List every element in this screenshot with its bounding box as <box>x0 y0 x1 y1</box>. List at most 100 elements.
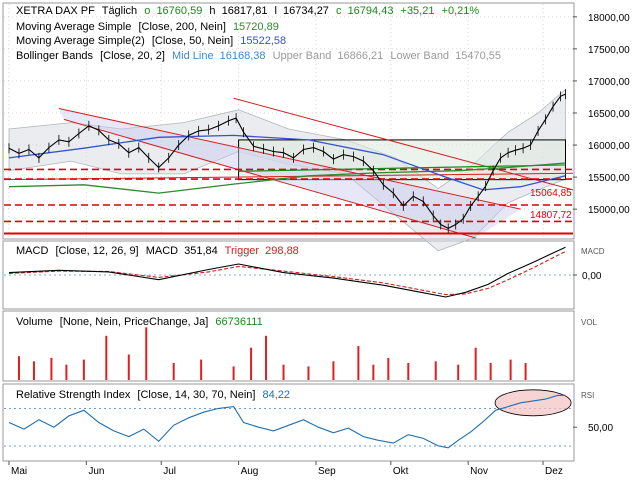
trend-channel-line-0 <box>58 108 521 210</box>
trigger-value: 298,88 <box>265 245 299 257</box>
volume-bar-7 <box>145 327 148 380</box>
sma200-label: Moving Average Simple <box>16 21 131 33</box>
bollinger-lower-label: Lower Band <box>390 50 449 62</box>
rsi-header: Relative Strength Index [Close, 14, 30, … <box>16 389 290 401</box>
box-green-line <box>238 164 566 172</box>
macd-value: 351,84 <box>184 245 218 257</box>
price-line <box>8 93 566 230</box>
sma50-value: 15522,58 <box>240 35 286 47</box>
macd-title: MACD <box>16 245 48 257</box>
support-label-14807: 14807,72 <box>530 210 572 221</box>
macd-params: [Close, 12, 26, 9] <box>55 245 138 257</box>
bollinger-upper-label: Upper Band <box>273 50 332 62</box>
volume-bar-21 <box>457 364 460 380</box>
volume-bar-11 <box>250 347 253 380</box>
volume-bar-12 <box>265 335 268 380</box>
sma200-line <box>8 162 566 194</box>
x-tick-label-jul: Jul <box>163 466 176 477</box>
volume-bar-18 <box>387 357 390 380</box>
volume-bar-0 <box>17 356 20 380</box>
sma200-value: 15720,89 <box>233 21 279 33</box>
rsi-axis-label: RSI <box>581 391 594 400</box>
open-value: 16760,59 <box>156 5 202 17</box>
volume-bar-20 <box>434 361 437 380</box>
price-y-tick-label-4: 16000,00 <box>588 141 630 152</box>
change-value: +35,21 <box>401 5 435 17</box>
volume-bar-9 <box>200 359 203 380</box>
axes: 18000,00 17500,00 17000,00 16500,00 16000,00… <box>8 13 630 477</box>
price-y-tick-label-1: 17500,00 <box>588 45 630 56</box>
rsi-line <box>8 394 566 449</box>
x-tick-label-jun: Jun <box>88 466 104 477</box>
open-label: o <box>144 5 150 17</box>
volume-header: Volume [None, Nein, PriceChange, Ja] 667… <box>16 316 263 328</box>
volume-bar-1 <box>32 361 35 380</box>
sma50-line <box>8 134 566 191</box>
macd-line <box>8 246 566 298</box>
x-tick-label-nov: Nov <box>470 466 488 477</box>
price-y-tick-label-3: 16500,00 <box>588 109 630 120</box>
support-label-15064: 15064,85 <box>530 188 572 199</box>
volume-bar-3 <box>65 364 68 380</box>
price-panel <box>3 4 574 252</box>
macd-value-label: MACD <box>146 245 178 257</box>
volume-bar-16 <box>357 346 360 380</box>
high-value: 16817,81 <box>222 5 268 17</box>
rsi-params: [Close, 14, 30, 70, Nein] <box>137 389 255 401</box>
sma200-legend: Moving Average Simple [Close, 200, Nein]… <box>16 21 279 33</box>
x-tick-label-dez: Dez <box>545 466 563 477</box>
x-tick-label-sep: Sep <box>318 466 336 477</box>
macd-header: MACD [Close, 12, 26, 9] MACD 351,84 Trig… <box>16 245 299 257</box>
macd-y-tick-label-0: 0,00 <box>582 271 602 282</box>
volume-bar-5 <box>105 335 108 380</box>
bollinger-params: [Close, 20, 2] <box>100 50 165 62</box>
macd-axis-label: MACD <box>581 247 605 256</box>
volume-value: 66736111 <box>215 316 262 328</box>
x-tick-label-mai: Mai <box>11 466 27 477</box>
volume-bar-10 <box>232 366 235 380</box>
low-value: 16734,27 <box>283 5 329 17</box>
volume-bar-2 <box>50 357 53 380</box>
bollinger-lower-value: 15470,55 <box>455 50 501 62</box>
volume-bar-6 <box>127 354 130 380</box>
bollinger-label: Bollinger Bands <box>16 50 94 62</box>
volume-bar-13 <box>282 364 285 380</box>
volume-bar-19 <box>407 363 410 380</box>
volume-bar-14 <box>307 366 310 380</box>
rsi-title: Relative Strength Index <box>16 389 131 401</box>
volume-bar-23 <box>489 363 492 380</box>
macd-panel <box>4 246 573 298</box>
price-y-tick-label-0: 18000,00 <box>588 13 630 24</box>
bollinger-legend: Bollinger Bands [Close, 20, 2] Mid Line … <box>16 50 501 62</box>
price-y-tick-label-5: 15500,00 <box>588 173 630 184</box>
sma50-params: [Close, 50, Nein] <box>152 35 233 47</box>
trigger-label: Trigger <box>225 245 260 257</box>
macd-trigger-line <box>8 251 566 296</box>
volume-bar-4 <box>82 359 85 380</box>
volume-panel-frame <box>2 310 575 382</box>
instrument-title: XETRA DAX PF <box>16 5 95 17</box>
volume-bar-25 <box>524 363 527 380</box>
change-pct-value: +0,21% <box>442 5 480 17</box>
price-y-tick-label-6: 15000,00 <box>588 205 630 216</box>
close-value: 16794,43 <box>348 5 394 17</box>
volume-axis-label: VOL <box>581 318 598 327</box>
period-label: Täglich <box>102 5 137 17</box>
bollinger-mid-label: Mid Line <box>172 50 214 62</box>
volume-panel <box>17 327 527 380</box>
price-header: XETRA DAX PF Täglich o 16760,59 h 16817,… <box>16 5 479 17</box>
volume-bar-22 <box>474 347 477 380</box>
rsi-value: 84,22 <box>263 389 291 401</box>
volume-title: Volume <box>16 316 53 328</box>
x-tick-label-aug: Aug <box>241 466 259 477</box>
volume-bar-24 <box>509 359 512 380</box>
sma50-label: Moving Average Simple(2) <box>16 35 145 47</box>
close-label: c <box>336 5 342 17</box>
sma200-params: [Close, 200, Nein] <box>138 21 225 33</box>
volume-bar-8 <box>172 363 175 380</box>
high-label: h <box>209 5 215 17</box>
rsi-panel <box>4 389 573 449</box>
volume-params: [None, Nein, PriceChange, Ja] <box>60 316 209 328</box>
